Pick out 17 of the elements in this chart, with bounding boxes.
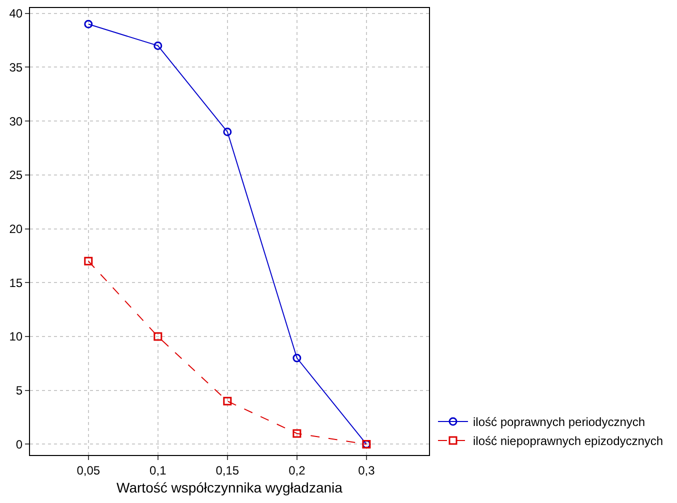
y-tick-label: 15 <box>9 276 23 290</box>
x-tick-label: 0,2 <box>288 463 306 478</box>
y-tick-label: 25 <box>9 168 23 182</box>
y-tick-label: 10 <box>9 330 23 344</box>
x-tick-label: 0,15 <box>216 463 240 478</box>
y-tick-label: 30 <box>9 114 23 128</box>
y-tick-label: 35 <box>9 60 23 74</box>
x-tick-label: 0,3 <box>358 463 376 478</box>
y-tick-label: 40 <box>9 6 23 21</box>
x-axis-title: Wartość współczynnika wygładzania <box>116 480 343 496</box>
x-tick-label: 0,1 <box>150 463 167 478</box>
legend-label: ilość niepoprawnych epizodycznych <box>472 434 664 448</box>
y-tick-label: 20 <box>9 222 23 236</box>
legend-label: ilość poprawnych periodycznych <box>472 415 646 430</box>
x-tick-label: 0,05 <box>76 463 100 478</box>
y-tick-label: 5 <box>16 384 23 398</box>
y-tick-label: 0 <box>16 437 23 452</box>
